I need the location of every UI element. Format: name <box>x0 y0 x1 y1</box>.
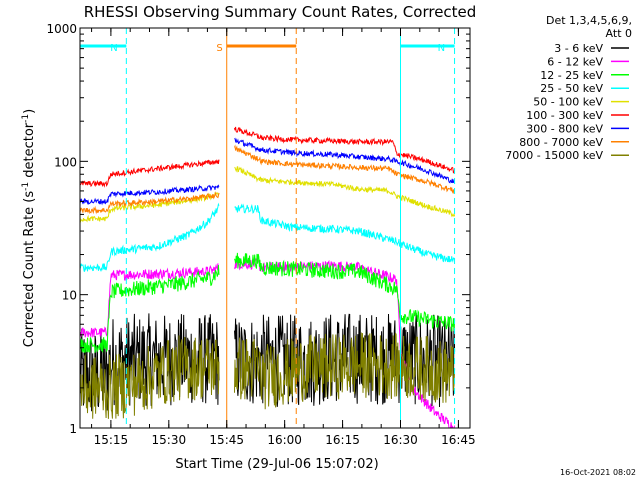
series-line-3-before <box>79 202 220 273</box>
timestamp: 16-Oct-2021 08:02 <box>560 468 636 477</box>
y-label-end: ) <box>22 109 37 114</box>
legend-label-4: 50 - 100 keV <box>533 96 603 109</box>
series-line-4-after <box>234 166 456 218</box>
series-line-1-after <box>234 258 456 429</box>
y-tick-label-0: 1 <box>69 422 77 436</box>
y-label-main: Corrected Count Rate (s <box>22 191 37 348</box>
series-line-5-after <box>234 126 456 174</box>
x-tick-label-4: 16:15 <box>325 433 360 447</box>
y-axis-label: Corrected Count Rate (s-1 detector-1) <box>21 109 37 347</box>
legend-label-5: 100 - 300 keV <box>526 109 603 122</box>
series-line-7-before <box>79 191 220 215</box>
x-tick-label-2: 15:45 <box>209 433 244 447</box>
legend-label-6: 300 - 800 keV <box>526 122 603 135</box>
series-line-8-after <box>234 332 456 410</box>
series-line-2-before <box>79 264 220 353</box>
mode-marker-label-0: N <box>110 43 117 54</box>
mode-marker-label-1: N <box>438 43 445 54</box>
legend-label-2: 12 - 25 keV <box>540 69 603 82</box>
series-line-6-before <box>79 184 220 206</box>
series-line-2-after <box>234 252 456 332</box>
y-tick-label-1: 10 <box>62 289 77 303</box>
y-label-sup-1: -1 <box>21 182 31 191</box>
mode-marker-label-2: S <box>216 43 222 54</box>
series-line-5-before <box>79 159 220 188</box>
data-layer <box>79 126 456 429</box>
y-label-sup-2: -1 <box>21 114 31 123</box>
series-line-7-after <box>234 144 456 195</box>
x-tick-label-1: 15:30 <box>152 433 187 447</box>
chart-title: RHESSI Observing Summary Count Rates, Co… <box>84 3 477 21</box>
x-axis-label: Start Time (29-Jul-06 15:07:02) <box>175 457 378 472</box>
legend-label-3: 25 - 50 keV <box>540 82 603 95</box>
x-tick-label-6: 16:45 <box>441 433 476 447</box>
y-tick-label-3: 1000 <box>46 22 77 36</box>
y-tick-label-2: 100 <box>54 155 77 169</box>
y-label-mid: detector <box>22 122 37 182</box>
legend-label-0: 3 - 6 keV <box>554 42 603 55</box>
legend-label-8: 7000 - 15000 keV <box>505 149 603 162</box>
legend-header-2: Att 0 <box>606 27 632 40</box>
series-line-1-before <box>79 263 220 338</box>
legend-header-1: Det 1,3,4,5,6,9, <box>546 14 632 27</box>
axis-layer: 15:15 15:30 15:45 16:00 16:15 16:30 16:45 1 10 10… <box>46 22 475 447</box>
plot-frame <box>79 27 471 429</box>
x-tick-label-3: 16:00 <box>267 433 302 447</box>
legend-label-7: 800 - 7000 keV <box>519 136 603 149</box>
series-line-3-after <box>234 203 456 263</box>
x-tick-label-5: 16:30 <box>383 433 418 447</box>
series-line-8-before <box>79 335 220 419</box>
x-tick-label-0: 15:15 <box>94 433 129 447</box>
legend-label-1: 6 - 12 keV <box>547 55 603 68</box>
series-line-6-after <box>234 137 456 184</box>
